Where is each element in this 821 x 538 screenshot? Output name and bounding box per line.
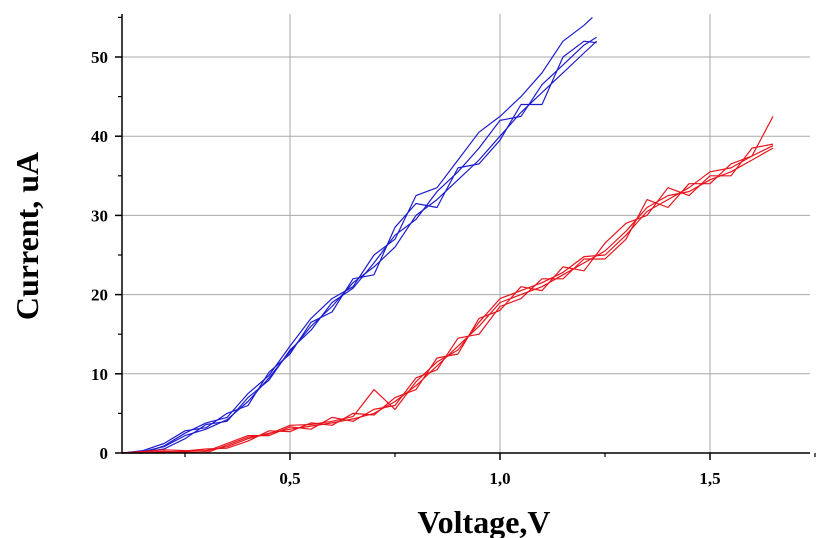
series-line-blue: [122, 16, 593, 454]
y-tick-label: 0: [100, 444, 109, 463]
ticks: 0,5 1,0 1,5 0 10 20 30 40 50: [91, 16, 816, 488]
axes: [121, 14, 810, 454]
grid: [122, 14, 810, 453]
x-axis-title: Voltage,V: [417, 504, 550, 538]
x-tick-label: 0,5: [279, 469, 300, 488]
series-line-blue: [121, 40, 597, 454]
y-tick-label: 30: [91, 206, 108, 225]
y-tick-label: 50: [91, 48, 108, 67]
y-tick-label: 40: [91, 127, 108, 146]
series-line-red: [121, 116, 774, 454]
series-layer: [121, 16, 774, 454]
y-tick-label: 20: [91, 286, 108, 305]
x-tick-label: 1,5: [699, 469, 720, 488]
y-tick-label: 10: [91, 365, 108, 384]
y-axis-title: Current, uA: [9, 152, 45, 320]
x-tick-label: 1,0: [489, 469, 510, 488]
series-line-blue: [121, 36, 597, 454]
